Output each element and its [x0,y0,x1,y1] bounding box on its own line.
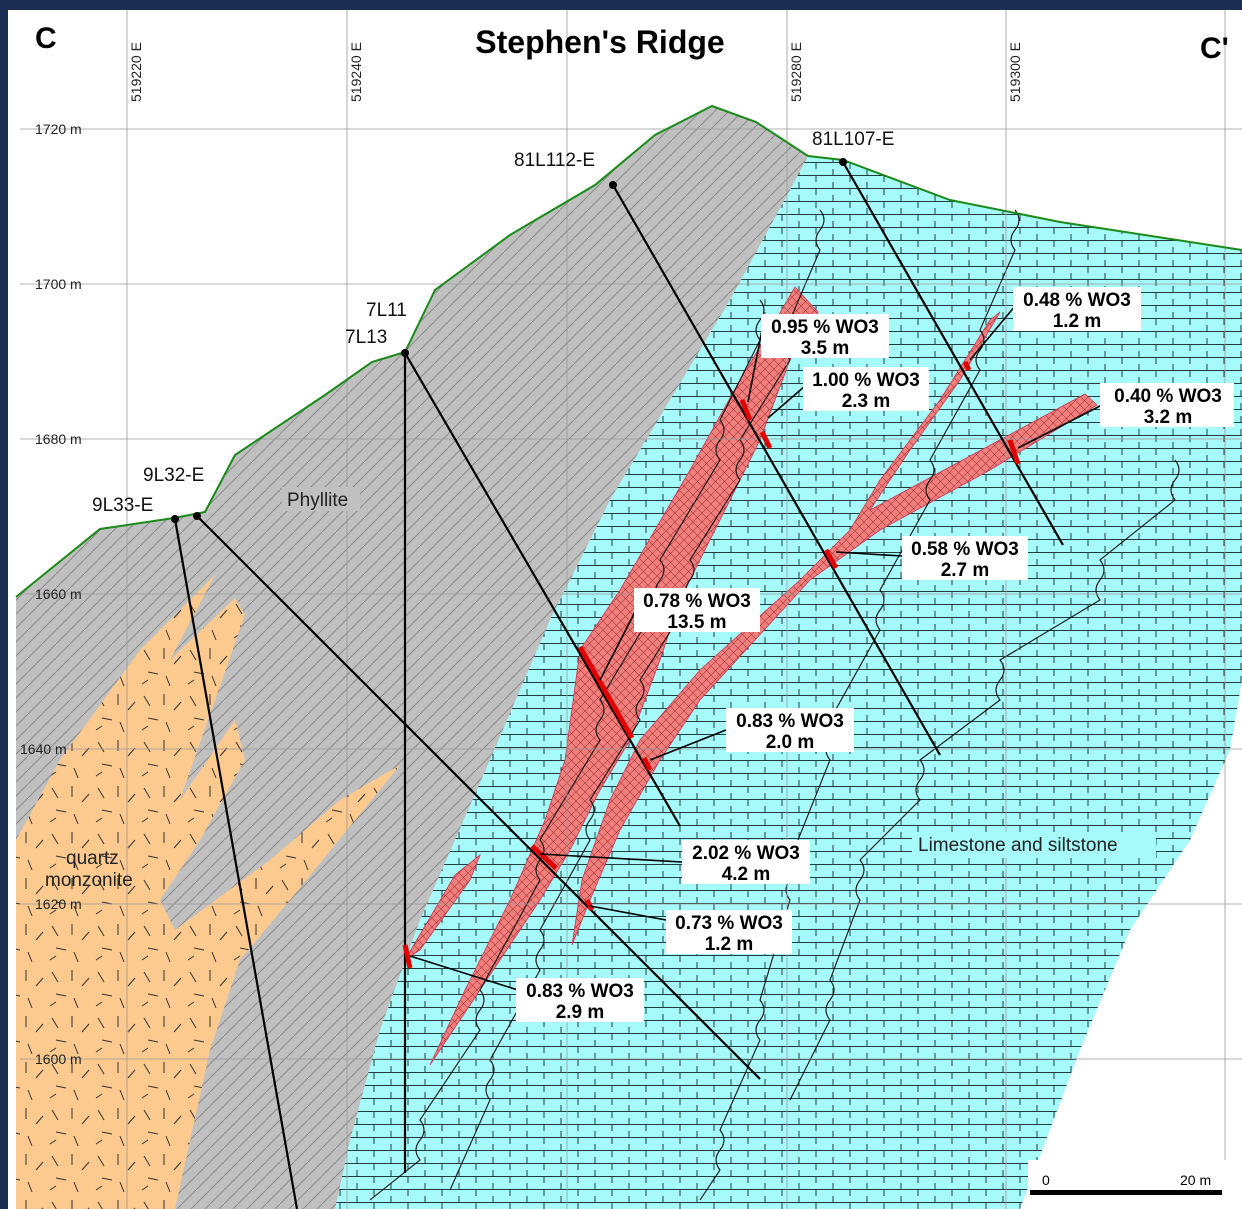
mineralized-zone-branch [571,311,1098,946]
scale-bar-bg [1028,1160,1242,1209]
assay-label: 0.48 % WO3 1.2 m [1013,287,1141,332]
drill-hole-label: 9L33-E [92,495,153,516]
intercept-bars [402,360,1021,969]
easting-label: 519220 E [128,42,144,102]
assay-grade: 0.58 % WO3 [911,539,1019,560]
assay-length: 4.2 m [722,864,771,885]
scale-bar-start: 0 [1042,1172,1050,1188]
assay-grade: 0.95 % WO3 [771,317,879,338]
assay-length: 1.2 m [705,934,754,955]
grid-lines [20,10,1242,1209]
assay-length: 13.5 m [667,612,726,633]
limestone-label: Limestone and siltstone [918,835,1118,856]
cross-section-sheet: C Stephen's Ridge C' 519220 E 519240 E 5… [8,10,1242,1209]
limestone-label-bg [912,832,1156,858]
phyllite-label: Phyllite [287,490,348,511]
section-end-label: C' [1200,32,1229,65]
assay-grade: 0.73 % WO3 [675,913,783,934]
assay-label: 0.40 % WO3 3.2 m [1100,383,1234,428]
assay-grade: 0.78 % WO3 [643,591,751,612]
assay-label: 0.95 % WO3 3.5 m [761,314,889,359]
leader-lines [409,304,1103,991]
drill-hole-label: 81L112-E [514,150,595,171]
assay-length: 2.3 m [842,391,891,412]
mineralized-zone-lower [404,853,481,961]
phyllite-label-bg [282,487,360,511]
assay-grade: 0.83 % WO3 [736,711,844,732]
assay-label: 0.58 % WO3 2.7 m [902,536,1028,581]
assay-length: 2.0 m [766,732,815,753]
drill-hole-label: 7L11 [366,300,407,321]
drill-traces [173,161,1064,1209]
assay-grade: 1.00 % WO3 [812,370,920,391]
scale-bar [1030,1190,1222,1195]
elevation-label: 1620 m [35,896,82,912]
assay-length: 2.9 m [556,1002,605,1023]
scale-bar-end: 20 m [1180,1172,1211,1188]
limestone-siltstone-unit [335,156,1242,1209]
easting-label: 519280 E [788,42,804,102]
elevation-label: 1720 m [35,121,82,137]
easting-label: 519240 E [348,42,364,102]
section-title: Stephen's Ridge [475,24,724,60]
drill-hole-label: 81L107-E [812,129,894,150]
monzonite-label-line1: quartz [66,848,119,869]
assay-grade: 0.40 % WO3 [1114,386,1222,407]
assay-label: 1.00 % WO3 2.3 m [803,367,929,412]
drill-hole-label: 7L13 [345,327,387,348]
easting-label: 519300 E [1007,42,1023,102]
elevation-label: 1640 m [20,741,67,757]
assay-label: 0.78 % WO3 13.5 m [634,588,760,633]
elevation-label: 1700 m [35,276,82,292]
quartz-monzonite-unit [16,575,400,1209]
elevation-label: 1660 m [35,586,82,602]
assay-label: 2.02 % WO3 4.2 m [682,840,810,885]
geologic-cross-section: C Stephen's Ridge C' 519220 E 519240 E 5… [15,10,1242,1209]
elevation-label: 1680 m [35,431,82,447]
elevation-label: 1600 m [35,1051,82,1067]
assay-grade: 2.02 % WO3 [692,843,800,864]
assay-label: 0.83 % WO3 2.9 m [516,978,644,1023]
assay-length: 1.2 m [1053,311,1102,332]
assay-grade: 0.48 % WO3 [1023,290,1131,311]
assay-length: 3.2 m [1144,407,1193,428]
drill-hole-label: 9L32-E [143,465,204,486]
assay-label: 0.83 % WO3 2.0 m [726,708,854,753]
assay-grade: 0.83 % WO3 [526,981,634,1002]
collar-markers [171,158,847,523]
section-start-label: C [35,22,57,55]
assay-length: 3.5 m [801,338,850,359]
mineralized-zone-main [429,286,819,1066]
monzonite-label-line2: monzonite [45,870,133,891]
assay-label: 0.73 % WO3 1.2 m [666,910,792,955]
assay-length: 2.7 m [941,560,990,581]
